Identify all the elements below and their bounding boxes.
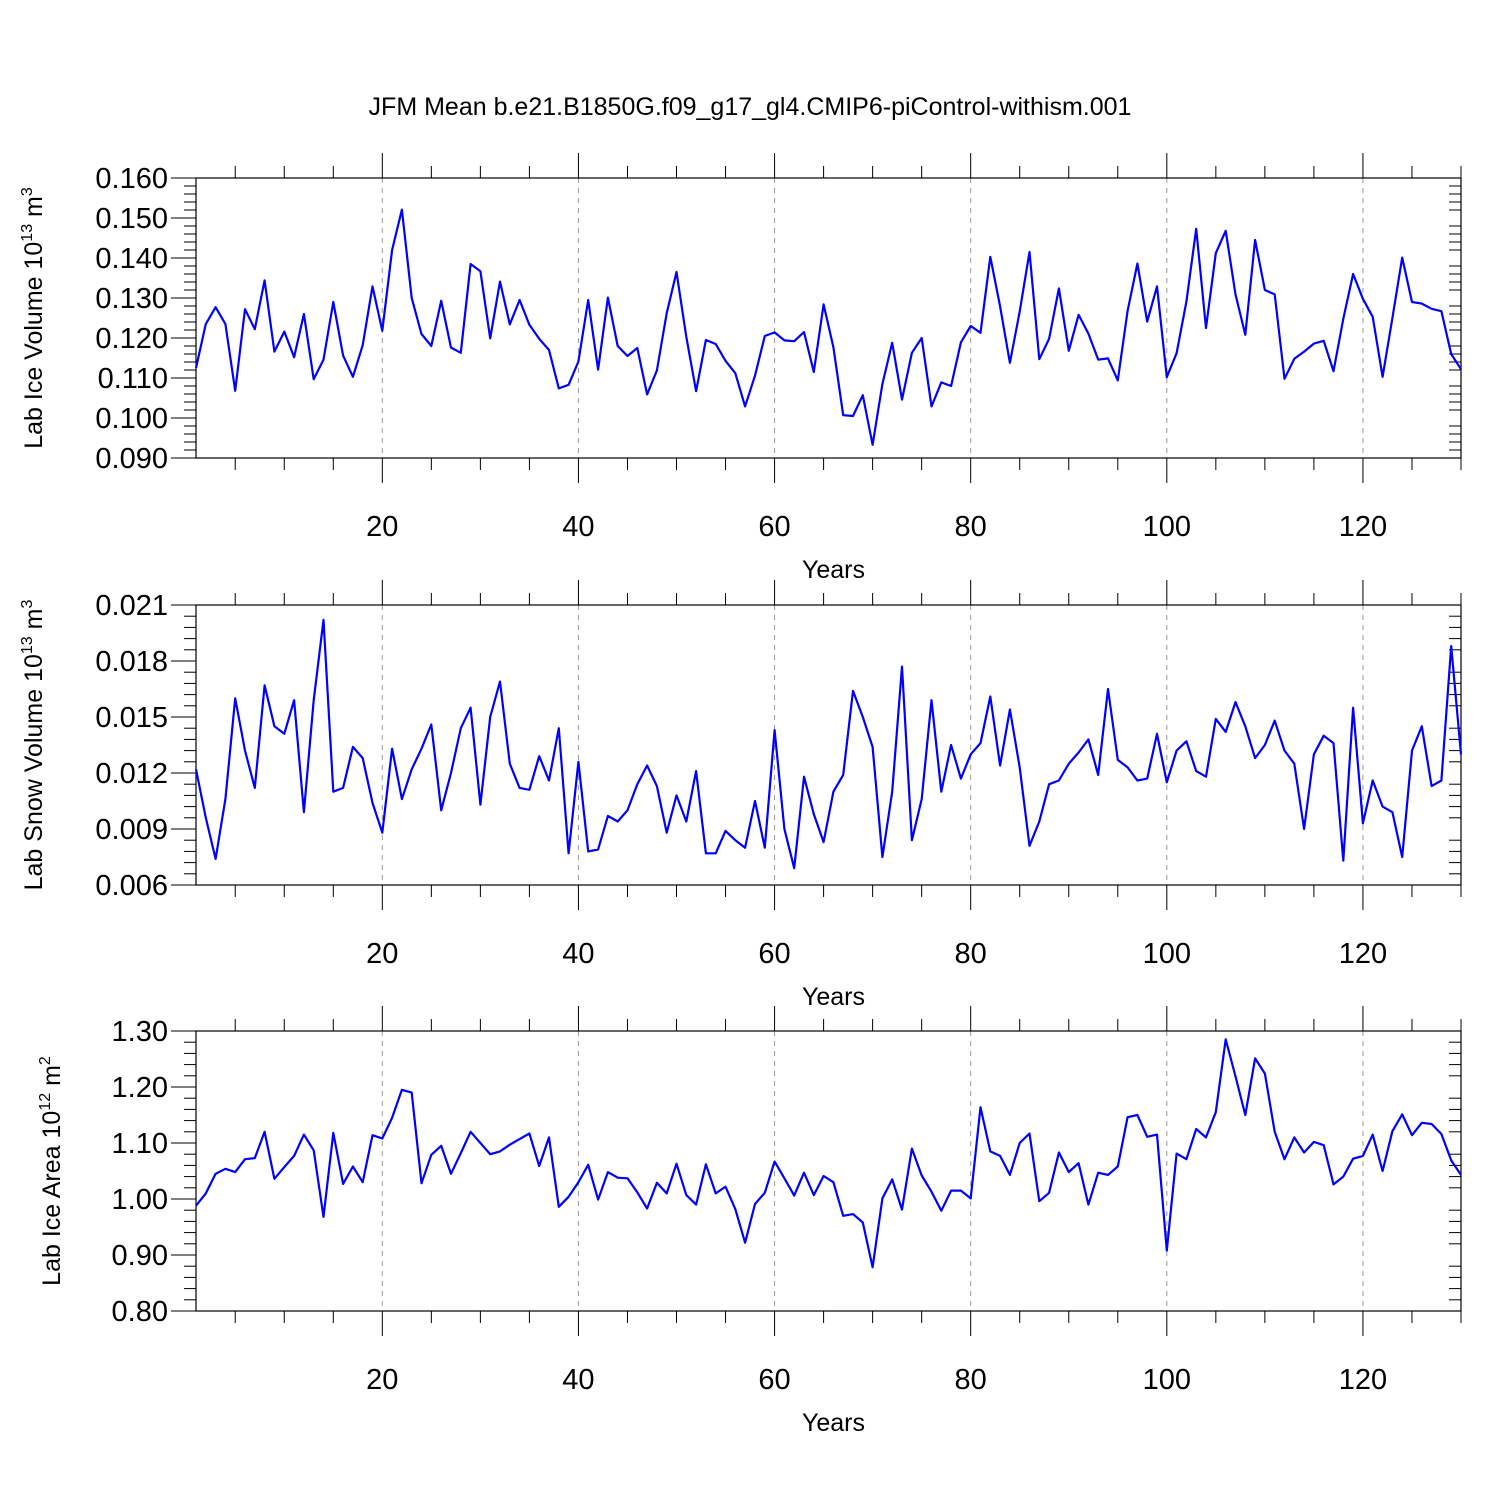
y-axis-label-unit-exponent: 3: [19, 187, 36, 196]
y-axis-label-exponent: 12: [37, 1093, 54, 1111]
y-tick-label: 1.20: [112, 1072, 168, 1104]
x-axis-label: Years: [802, 983, 865, 1011]
y-tick-label: 0.100: [95, 403, 168, 435]
panel-snow-volume: 0.006 0.009 0.012 0.015 0.018 0.021 20 40 60 80 10…: [19, 580, 1463, 1011]
y-axis-label-main: Lab Snow Volume 10: [20, 654, 48, 890]
x-tick-label: 20: [366, 1364, 398, 1396]
y-tick-label: 1.10: [112, 1128, 168, 1160]
y-tick-label: 0.150: [95, 203, 168, 235]
x-tick-label: 60: [758, 511, 790, 543]
y-tick-label: 0.090: [95, 443, 168, 475]
y-tick-label: 0.110: [98, 363, 168, 395]
x-tick-label: 80: [955, 938, 987, 970]
y-axis-label-unit: m: [20, 609, 48, 637]
y-axis-label-exponent: 13: [19, 224, 36, 242]
x-tick-label: 100: [1143, 511, 1191, 543]
panels: 0.090 0.100 0.110 0.120 0.130 0.140 0.150 0.160…: [19, 153, 1463, 1437]
panel-ice-area: 0.80 0.90 1.00 1.10 1.20 1.30 20 40 60 80 100 120 Ye…: [37, 1006, 1462, 1437]
y-tick-label: 0.021: [95, 590, 168, 622]
series-line: [194, 618, 1463, 870]
x-tick-label: 80: [955, 511, 987, 543]
plot-frame: [195, 604, 1462, 886]
y-axis-label: Lab Ice Area 1012 m2: [37, 1056, 66, 1286]
y-tick-label: 0.018: [95, 646, 168, 678]
x-tick-label: 80: [955, 1364, 987, 1396]
y-tick-label: 0.012: [95, 758, 168, 790]
x-axis-label: Years: [802, 1409, 865, 1437]
x-tick-label: 20: [366, 511, 398, 543]
y-axis-label: Lab Snow Volume 1013 m3: [19, 600, 48, 891]
y-axis-label-unit-exponent: 3: [19, 600, 36, 609]
plot-frame: [195, 177, 1462, 459]
y-axis-label-main: Lab Ice Volume 10: [20, 242, 48, 449]
x-tick-label: 60: [758, 1364, 790, 1396]
plot-frame: [195, 1030, 1462, 1312]
panel-ice-volume: 0.090 0.100 0.110 0.120 0.130 0.140 0.150 0.160…: [19, 153, 1462, 584]
x-tick-label: 120: [1339, 938, 1387, 970]
x-tick-label: 40: [562, 511, 594, 543]
chart-title: JFM Mean b.e21.B1850G.f09_g17_gl4.CMIP6-…: [369, 93, 1132, 121]
y-tick-label: 1.30: [112, 1016, 168, 1048]
y-tick-label: 0.006: [95, 870, 168, 902]
series-line: [194, 208, 1462, 446]
x-tick-label: 20: [366, 938, 398, 970]
y-tick-label: 0.80: [112, 1296, 168, 1328]
x-tick-label: 40: [562, 938, 594, 970]
y-axis-label-unit-exponent: 2: [37, 1056, 54, 1065]
y-tick-label: 1.00: [112, 1184, 168, 1216]
y-tick-label: 0.015: [95, 702, 168, 734]
y-axis-label: Lab Ice Volume 1013 m3: [19, 187, 48, 449]
y-axis-label-main: Lab Ice Area 10: [38, 1111, 66, 1286]
x-tick-label: 60: [758, 938, 790, 970]
x-tick-label: 120: [1339, 1364, 1387, 1396]
x-axis-label: Years: [802, 556, 865, 584]
y-axis-label-unit: m: [20, 196, 48, 224]
y-axis-label-unit: m: [38, 1065, 66, 1093]
y-tick-label: 0.140: [95, 243, 168, 275]
series-line: [195, 1038, 1462, 1269]
x-tick-label: 120: [1339, 511, 1387, 543]
y-tick-label: 0.90: [112, 1240, 168, 1272]
y-tick-label: 0.160: [95, 163, 168, 195]
y-tick-label: 0.120: [95, 323, 168, 355]
x-tick-label: 100: [1143, 1364, 1191, 1396]
x-tick-label: 100: [1143, 938, 1191, 970]
y-tick-label: 0.130: [95, 283, 168, 315]
y-axis-label-exponent: 13: [19, 636, 36, 654]
y-tick-label: 0.009: [95, 814, 168, 846]
x-tick-label: 40: [562, 1364, 594, 1396]
